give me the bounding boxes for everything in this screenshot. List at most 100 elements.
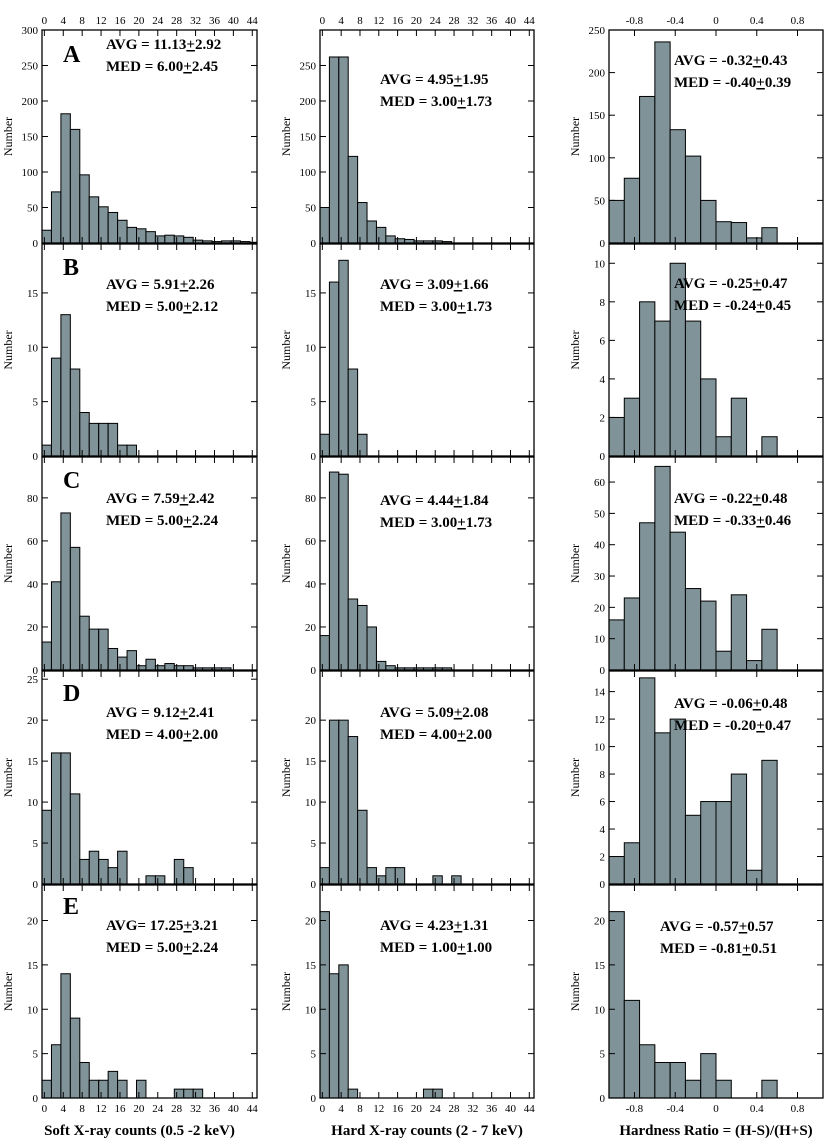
x-tick-label-bottom: 28	[449, 1103, 461, 1115]
y-tick-label: 8	[600, 769, 606, 781]
y-axis-label: Number	[568, 330, 582, 369]
histogram-bar	[608, 199, 625, 244]
y-tick-label: 50	[594, 195, 606, 207]
histogram-bar	[432, 875, 443, 885]
histogram-bar	[394, 867, 406, 885]
panel-letter: A	[63, 42, 81, 68]
x-tick-label-top: 44	[524, 15, 536, 27]
histogram-bar	[684, 155, 702, 244]
x-tick-label-top: 20	[133, 15, 145, 27]
histogram-bar	[347, 598, 359, 671]
med-stat: MED = 1.00+1.00	[380, 940, 492, 956]
med-stat: MED = 5.00+2.24	[106, 513, 219, 529]
histogram-bar	[88, 196, 100, 244]
histogram-bar	[366, 220, 377, 244]
y-tick-label: 20	[305, 622, 317, 634]
histogram-bar	[328, 719, 340, 885]
panel-e-soft: 0 5 10 15 20 Number AVG= 17.25+3.21 MED = 5.00+…	[1, 884, 258, 1105]
x-axis-title: Hard X-ray counts (2 - 7 keV)	[331, 1123, 523, 1139]
y-tick-label: 8	[600, 297, 606, 309]
histogram-bar	[126, 650, 138, 671]
y-tick-label: 40	[594, 540, 606, 552]
y-tick-label: 250	[22, 61, 39, 73]
histogram-bar	[357, 433, 368, 457]
histogram-bar	[669, 718, 686, 885]
histogram-bar	[623, 177, 641, 244]
histogram-bar	[375, 875, 387, 885]
histogram-bar	[145, 658, 156, 671]
histogram-bar	[41, 641, 52, 671]
x-tick-label-bottom: 0.8	[791, 1103, 805, 1115]
avg-stat: AVG= 17.25+3.21	[106, 918, 218, 934]
x-tick-label-bottom: 12	[373, 1103, 384, 1115]
med-stat: MED = -0.24+0.45	[674, 298, 791, 314]
x-tick-label-top: 8	[79, 15, 85, 27]
histogram-bar	[50, 1044, 62, 1099]
histogram-bar	[328, 281, 340, 457]
histogram-bar	[173, 858, 185, 885]
panel-a-soft: 0 50 100 150 200 250 300 Number AVG = 11.13+2.92…	[1, 25, 258, 250]
histogram-bar	[98, 628, 109, 671]
x-tick-label-bottom: 16	[392, 1103, 404, 1115]
x-tick-label-top: 32	[190, 15, 201, 27]
histogram-bar	[654, 320, 671, 457]
x-tick-label-bottom: -0.8	[626, 1103, 644, 1115]
y-tick-label: 4	[600, 824, 606, 836]
avg-stat: AVG = 3.09+1.66	[380, 277, 489, 293]
panel-b-soft: 0 5 10 15 Number AVG = 5.91+2.26 MED = 5.00+2.…	[1, 243, 258, 463]
histogram-bar	[684, 814, 702, 885]
histogram-bar	[164, 663, 175, 671]
histogram-bar	[79, 174, 90, 244]
avg-stat: AVG = 4.95+1.95	[380, 72, 489, 88]
y-tick-label: 0	[600, 1093, 606, 1105]
y-tick-label: 5	[33, 1049, 39, 1061]
histogram-bar	[145, 231, 156, 244]
histogram-bar	[608, 416, 625, 457]
y-tick-label: 10	[305, 1004, 317, 1016]
histogram-bar	[347, 1088, 359, 1099]
histogram-bar	[117, 1079, 128, 1099]
y-axis-label: Number	[279, 544, 293, 583]
plot-frame	[319, 243, 535, 457]
histogram-bar	[684, 588, 702, 671]
histogram-bar	[79, 615, 90, 671]
histogram-bar	[98, 206, 109, 244]
y-tick-label: 5	[600, 1049, 606, 1061]
histogram-bar	[117, 444, 128, 457]
avg-stat: AVG = 11.13+2.92	[106, 37, 221, 53]
histogram-bar	[761, 628, 778, 671]
histogram-bar	[347, 368, 359, 457]
x-tick-label-top: 0	[320, 15, 326, 27]
y-tick-label: 20	[27, 916, 39, 928]
histogram-bar	[164, 234, 175, 244]
histogram-bar	[669, 262, 686, 457]
avg-stat: AVG = 9.12+2.41	[106, 705, 215, 721]
x-tick-label-bottom: 44	[247, 1103, 259, 1115]
y-tick-label: 2	[600, 412, 606, 424]
histogram-bar	[422, 1088, 434, 1099]
histogram-bar	[98, 858, 109, 885]
plot-frame	[41, 243, 258, 457]
histogram-bar	[639, 677, 656, 885]
x-tick-label-bottom: 40	[505, 1103, 517, 1115]
histogram-bar	[639, 95, 656, 244]
histogram-bar	[60, 113, 71, 244]
panel-letter: B	[63, 255, 79, 281]
histogram-bar	[154, 875, 166, 885]
y-tick-label: 10	[594, 634, 606, 646]
histogram-bar	[136, 1079, 147, 1099]
histogram-bar	[41, 1079, 52, 1099]
x-tick-label-top: 40	[505, 15, 517, 27]
x-tick-label-top: 24	[152, 15, 164, 27]
panel-d-soft: 0 5 10 15 20 25 Number AVG = 9.12+2.41 MED = 4.0…	[1, 670, 258, 891]
med-stat: MED = -0.33+0.46	[674, 513, 792, 529]
histogram-bar	[98, 422, 109, 457]
y-tick-label: 250	[589, 25, 606, 37]
x-tick-label-top: 16	[114, 15, 126, 27]
avg-stat: AVG = 5.09+2.08	[380, 705, 489, 721]
y-tick-label: 200	[589, 68, 606, 80]
histogram-bar	[375, 660, 387, 671]
y-tick-label: 15	[305, 756, 317, 768]
panel-c-hr: 0 10 20 30 40 50 60 Number AVG = -0.22+0.48 MED =…	[568, 456, 824, 677]
histogram-bar	[319, 635, 330, 671]
